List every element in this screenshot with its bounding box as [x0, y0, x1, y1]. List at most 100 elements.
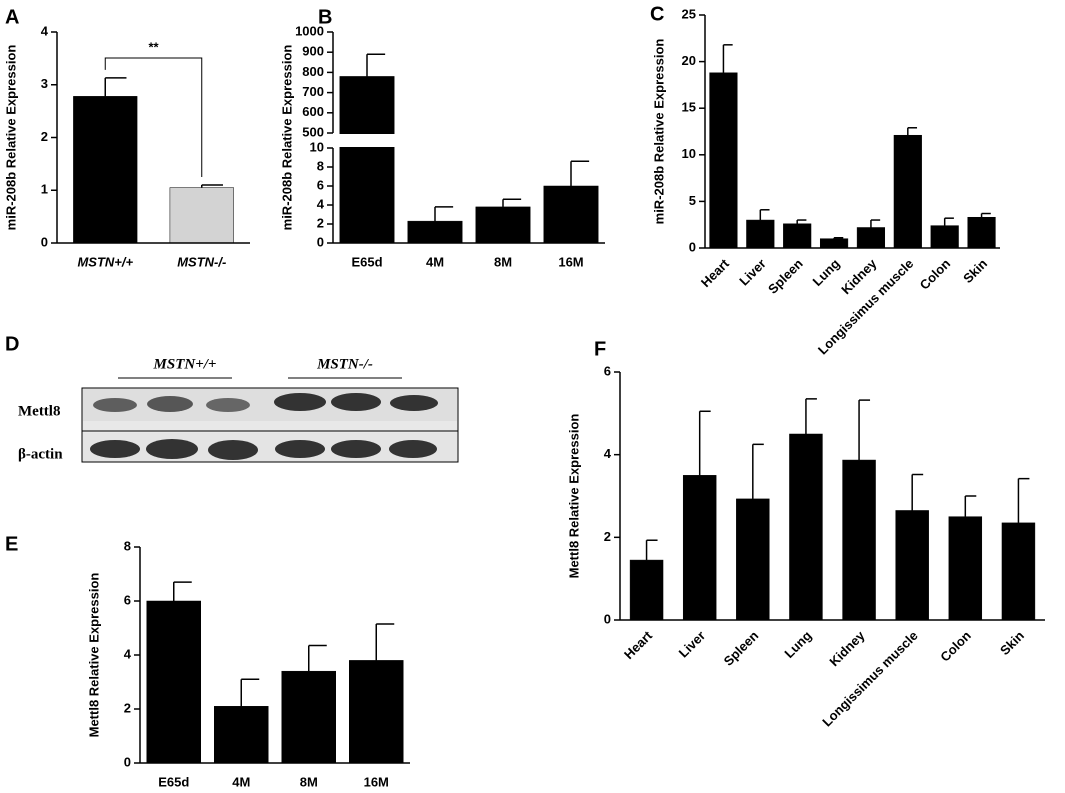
bar: [783, 223, 812, 249]
bar: [214, 706, 269, 764]
bar: [349, 660, 404, 764]
x-tick-label: 4M: [426, 254, 444, 269]
row-label: Mettl8: [18, 403, 60, 419]
bar: [746, 219, 775, 249]
x-tick-label: 8M: [300, 774, 318, 789]
bar: [895, 510, 929, 621]
x-tick-label: Longissimus muscle: [819, 628, 921, 730]
bar: [1001, 522, 1036, 621]
y-tick-label: 700: [302, 84, 324, 99]
y-tick-label: 2: [41, 129, 48, 144]
x-tick-label: Liver: [676, 628, 709, 661]
bar: [789, 433, 823, 621]
y-tick-label: 10: [310, 139, 324, 154]
x-tick-label: 16M: [364, 774, 389, 789]
y-tick-label: 0: [317, 234, 324, 249]
x-tick-label: Spleen: [765, 256, 806, 297]
panel-letter: A: [5, 6, 19, 28]
bar: [948, 516, 983, 621]
y-tick-label: 3: [41, 76, 48, 91]
y-tick-label: 0: [41, 234, 48, 249]
chart-panel: F Mettl8 Relative Expression 0 2 4 6 Heart Live…: [566, 338, 1045, 729]
bar: [169, 187, 234, 244]
bar: [281, 670, 336, 764]
bar: [339, 76, 395, 244]
bar: [682, 475, 717, 621]
bar: [819, 238, 849, 249]
y-tick-label: 8: [124, 538, 131, 553]
y-tick-label: 1: [41, 182, 48, 197]
bar: [842, 459, 876, 621]
axis-break: [325, 134, 605, 147]
bar: [736, 498, 770, 621]
y-tick-label: 25: [682, 6, 696, 21]
panel-letter: C: [650, 3, 664, 25]
panel-letter: D: [5, 333, 19, 355]
x-tick-label: Spleen: [721, 628, 762, 669]
x-tick-label: Heart: [621, 627, 656, 662]
bar: [856, 227, 886, 249]
x-tick-label: E65d: [158, 774, 189, 789]
bar: [543, 185, 599, 244]
significance-label: **: [148, 39, 159, 54]
x-tick-label: Heart: [698, 255, 733, 290]
western-blot: D MSTN+/+ MSTN-/- Mettl8 β-actin: [5, 333, 459, 463]
x-tick-label: Skin: [997, 628, 1027, 658]
x-tick-label: 16M: [558, 254, 583, 269]
y-axis-label: Mettl8 Relative Expression: [566, 414, 581, 579]
y-tick-label: 900: [302, 44, 324, 59]
y-axis-label: miR-208b Relative Expression: [279, 45, 294, 231]
x-tick-label: Lung: [810, 256, 843, 289]
y-tick-label: 10: [682, 146, 696, 161]
y-tick-label: 4: [41, 23, 49, 38]
y-tick-label: 1000: [295, 23, 324, 38]
y-tick-label: 0: [689, 239, 696, 254]
y-tick-label: 500: [302, 124, 324, 139]
bar: [967, 216, 996, 249]
x-tick-label: Skin: [960, 256, 990, 286]
x-tick-label: Kidney: [826, 627, 868, 669]
row-label: β-actin: [18, 446, 63, 462]
y-tick-label: 2: [604, 529, 611, 544]
y-tick-label: 20: [682, 53, 696, 68]
x-tick-label: E65d: [351, 254, 382, 269]
bar: [73, 96, 138, 244]
y-tick-label: 0: [604, 611, 611, 626]
y-tick-label: 2: [317, 215, 324, 230]
y-tick-label: 0: [124, 754, 131, 769]
group-label: MSTN+/+: [153, 356, 217, 372]
y-tick-label: 6: [604, 363, 611, 378]
significance-bracket: [104, 57, 203, 177]
y-tick-label: 4: [317, 196, 325, 211]
y-tick-label: 5: [689, 193, 696, 208]
x-tick-label: Liver: [736, 256, 769, 289]
panel-letter: B: [318, 6, 332, 28]
y-tick-label: 6: [124, 592, 131, 607]
y-tick-label: 4: [124, 646, 132, 661]
x-tick-label: Colon: [937, 628, 974, 665]
x-tick-label: MSTN-/-: [177, 254, 226, 269]
x-tick-label: Colon: [917, 256, 954, 293]
y-tick-label: 6: [317, 177, 324, 192]
y-tick-label: 4: [604, 446, 612, 461]
bar: [146, 600, 201, 764]
bar: [893, 134, 922, 249]
bar: [475, 206, 531, 244]
y-axis-label: Mettl8 Relative Expression: [86, 573, 101, 738]
y-tick-label: 15: [682, 100, 696, 115]
x-tick-label: 4M: [232, 774, 250, 789]
bands: [90, 393, 438, 460]
y-tick-label: 2: [124, 700, 131, 715]
group-label: MSTN-/-: [316, 356, 373, 372]
panel-letter: E: [5, 533, 18, 555]
y-tick-label: 600: [302, 104, 324, 119]
bar: [709, 72, 738, 249]
y-axis-label: miR-208b Relative Expression: [651, 39, 666, 225]
bar: [629, 559, 664, 621]
y-axis-label: miR-208b Relative Expression: [3, 45, 18, 231]
chart-panel: E Mettl8 Relative Expression 0 2 4 6 8 E65d 4M 8M…: [5, 533, 410, 789]
